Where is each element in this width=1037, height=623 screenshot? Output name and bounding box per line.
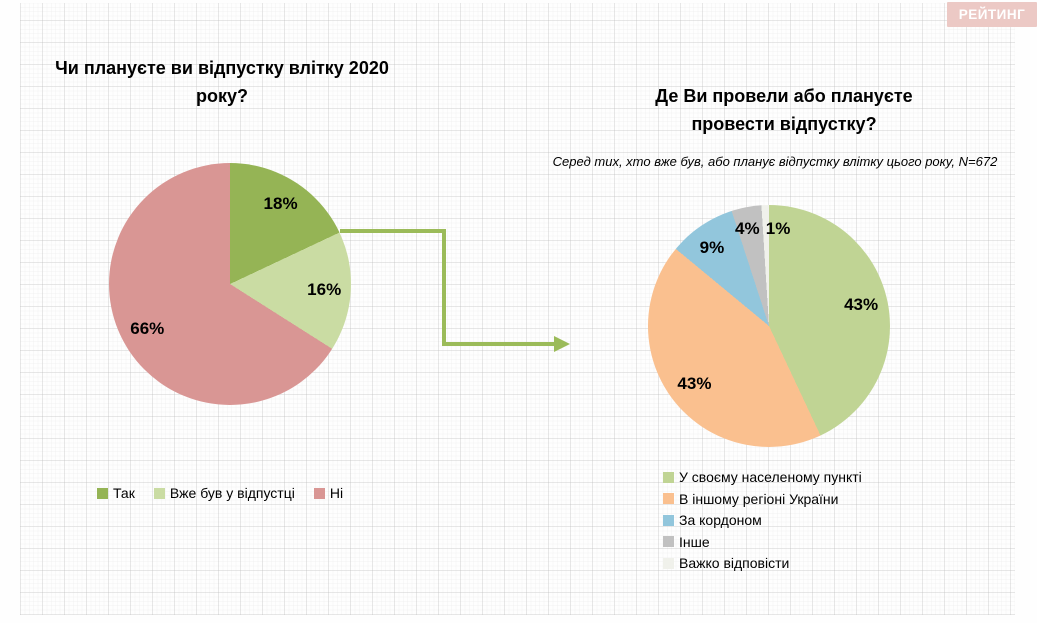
legend-item-label: У своєму населеному пункті <box>679 469 862 485</box>
pie-slice-value-label: 4% <box>735 219 760 239</box>
legend-item-label: За кордоном <box>679 512 762 528</box>
left-chart-legend: Так Вже був у відпустці Ні <box>97 485 343 501</box>
left-chart-title: Чи плануєте ви відпустку влітку 2020 рок… <box>55 58 389 106</box>
legend-item: Ні <box>313 485 344 501</box>
legend-item-label: Ні <box>329 485 344 501</box>
right-chart-title: Де Ви провели або плануєте провести відп… <box>655 86 913 134</box>
legend-item: В іншому регіоні України <box>663 491 862 507</box>
right-chart-legend: У своєму населеному пункті В іншому регіо… <box>663 469 862 571</box>
pie-slice-value-label: 43% <box>844 295 879 315</box>
pie-slice-value-label: 66% <box>130 319 165 339</box>
legend-item-label: Інше <box>679 533 710 550</box>
pie-chart-vacation-plans: 18% 16% 66% <box>109 163 351 405</box>
right-chart-subtitle: Серед тих, хто вже був, або планує відпу… <box>552 154 998 169</box>
legend-item: За кордоном <box>663 512 862 528</box>
legend-color-swatch <box>97 487 108 499</box>
legend-item-label: Важко відповісти <box>679 555 790 571</box>
legend-item: Інше <box>663 534 862 550</box>
pie-slice-value-label: 16% <box>307 279 342 299</box>
legend-color-swatch <box>153 487 165 499</box>
legend-color-swatch <box>663 514 674 526</box>
legend-color-swatch <box>313 487 325 499</box>
pie-slice-value-label: 43% <box>677 373 712 393</box>
brand-badge: РЕЙТИНГ <box>947 2 1037 27</box>
legend-item: Важко відповісти <box>663 555 862 571</box>
legend-item: Вже був у відпустці <box>153 485 295 501</box>
legend-item-label: В іншому регіоні України <box>679 490 839 507</box>
legend-color-swatch <box>663 493 674 504</box>
pie-slice-value-label: 1% <box>765 218 791 238</box>
pie-chart-vacation-location: 43% 43% 9% 4% 1% <box>648 205 890 447</box>
legend-item: Так <box>97 485 135 501</box>
legend-color-swatch <box>663 471 674 483</box>
pie-slice-value-label: 18% <box>263 194 298 214</box>
legend-color-swatch <box>663 536 674 547</box>
legend-item: У своєму населеному пункті <box>663 469 862 485</box>
legend-item-label: Так <box>113 485 135 501</box>
legend-color-swatch <box>663 557 674 569</box>
legend-item-label: Вже був у відпустці <box>169 485 295 501</box>
pie-slice-value-label: 9% <box>699 237 725 257</box>
